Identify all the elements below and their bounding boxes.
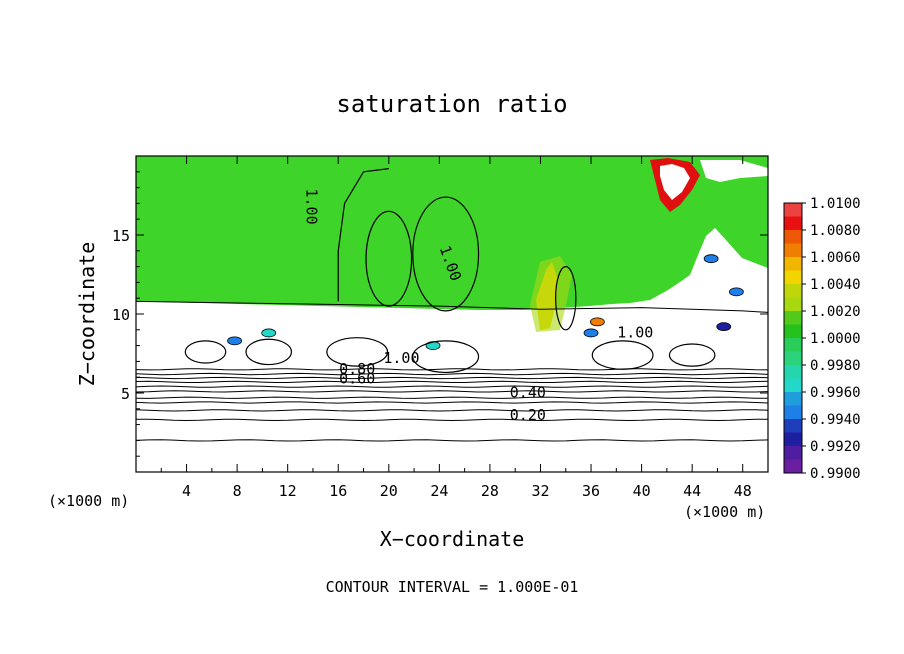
upper-right-clear-region xyxy=(700,160,768,182)
x-unit-left: (×1000 m) xyxy=(48,492,129,510)
closed-contour xyxy=(245,338,293,366)
closed-contour xyxy=(412,340,480,374)
colorbar-swatch-shade xyxy=(784,311,802,325)
y-axis-label: Z−coordinate xyxy=(75,242,99,387)
colorbar-swatch-shade xyxy=(784,365,802,379)
x-axis-label: X−coordinate xyxy=(380,527,525,551)
colorbar-swatch-shade xyxy=(784,338,802,352)
closed-contour xyxy=(668,343,716,367)
isoline xyxy=(136,390,768,393)
colorbar-label: 0.9940 xyxy=(810,412,861,428)
colorbar-swatch xyxy=(784,284,802,311)
isoline xyxy=(136,396,768,399)
y-tick-label: 15 xyxy=(112,227,130,245)
saturation-cell xyxy=(716,322,732,332)
colorbar-swatch xyxy=(784,338,802,365)
colorbar-swatch xyxy=(784,392,802,419)
colorbar-label: 1.0000 xyxy=(810,331,861,347)
colorbar-swatch xyxy=(784,257,802,284)
colorbar-swatch xyxy=(784,419,802,446)
closed-contour xyxy=(412,196,480,312)
colorbar-label: 0.9960 xyxy=(810,385,861,401)
colorbar-swatch xyxy=(784,203,802,230)
closed-contour xyxy=(555,266,577,331)
colorbar-swatch xyxy=(784,446,802,473)
colorbar-label: 1.0100 xyxy=(810,196,861,212)
plume-cloud-core xyxy=(660,164,690,200)
colorbar-swatch xyxy=(784,230,802,257)
colorbar-swatch xyxy=(784,311,802,338)
x-tick-label: 12 xyxy=(279,482,297,500)
closed-contour xyxy=(326,337,389,367)
isoline xyxy=(136,385,768,388)
isoline xyxy=(136,409,768,412)
x-tick-label: 36 xyxy=(582,482,600,500)
updraft-halo xyxy=(530,256,572,332)
x-tick-label: 44 xyxy=(683,482,701,500)
contour-label: 0.20 xyxy=(510,406,546,424)
closed-contour xyxy=(184,340,227,364)
colorbar-label: 1.0020 xyxy=(810,304,861,320)
isoline xyxy=(136,418,768,422)
x-tick-label: 28 xyxy=(481,482,499,500)
isoline xyxy=(136,401,768,404)
chart-title: saturation ratio xyxy=(336,90,567,118)
saturation-cell xyxy=(583,328,599,338)
x-tick-label: 16 xyxy=(329,482,347,500)
y-tick-label: 10 xyxy=(112,306,130,324)
colorbar-label: 1.0060 xyxy=(810,250,861,266)
closed-contour xyxy=(365,210,413,307)
contour-label: 1.00 xyxy=(617,324,653,342)
colorbar-swatch-shade xyxy=(784,284,802,298)
isoline xyxy=(136,372,768,376)
saturation-cell xyxy=(703,254,719,264)
saturation-cell xyxy=(261,328,277,338)
colorbar-swatch-shade xyxy=(784,230,802,244)
colorbar-swatch-shade xyxy=(784,257,802,271)
colorbar-label: 0.9920 xyxy=(810,439,861,455)
colorbar-label: 0.9900 xyxy=(810,466,861,482)
isoline xyxy=(136,380,768,383)
colorbar-label: 0.9980 xyxy=(810,358,861,374)
x-tick-label: 20 xyxy=(380,482,398,500)
supersaturated-region xyxy=(136,156,768,310)
saturation-cell xyxy=(589,317,605,327)
saturation-cell xyxy=(729,287,744,297)
closed-contour xyxy=(591,340,654,370)
contour-label: 0.40 xyxy=(510,384,546,402)
contour-label: 0.60 xyxy=(339,370,375,388)
x-tick-label: 8 xyxy=(233,482,242,500)
isoline xyxy=(136,376,768,380)
x-tick-label: 24 xyxy=(430,482,448,500)
colorbar-label: 1.0040 xyxy=(810,277,861,293)
contour-line-1.00 xyxy=(337,168,389,302)
colorbar: 0.9900 0.9920 0.9940 0.9960 0.9980 1.0000 1.00… xyxy=(783,196,861,482)
x-unit-right: (×1000 m) xyxy=(684,503,765,521)
contour-label: 1.00 xyxy=(303,188,321,224)
contour-interval-footer: CONTOUR INTERVAL = 1.000E-01 xyxy=(326,578,579,596)
colorbar-label: 1.0080 xyxy=(810,223,861,239)
contour-label: 0.80 xyxy=(339,360,375,378)
colorbar-swatch-shade xyxy=(784,446,802,460)
x-tick-label: 40 xyxy=(633,482,651,500)
isoline xyxy=(136,439,768,442)
colorbar-swatch xyxy=(784,365,802,392)
saturation-cell xyxy=(227,336,242,346)
x-tick-label: 32 xyxy=(531,482,549,500)
y-tick-label: 5 xyxy=(121,385,130,403)
contour-label: 1.00 xyxy=(383,349,419,367)
colorbar-swatch-shade xyxy=(784,419,802,433)
cloud-base-contour xyxy=(136,300,768,313)
isoline xyxy=(136,368,768,371)
x-tick-label: 4 xyxy=(182,482,191,500)
x-tick-label: 48 xyxy=(734,482,752,500)
colorbar-swatch-shade xyxy=(784,203,802,217)
colorbar-swatch-shade xyxy=(784,392,802,406)
